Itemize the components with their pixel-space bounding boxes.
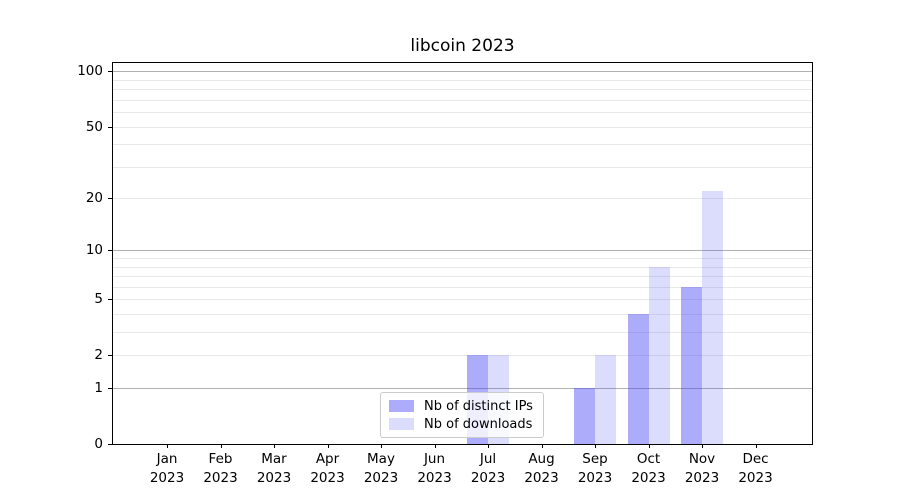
- gridline-minor: [113, 99, 812, 101]
- gridline-minor: [113, 266, 812, 268]
- gridline-minor: [113, 286, 812, 288]
- x-tick-mark: [274, 444, 275, 448]
- y-tick-label: 100: [77, 63, 103, 80]
- x-tick-mark: [595, 444, 596, 448]
- x-tick-label: Jun 2023: [417, 451, 452, 486]
- gridline-minor: [113, 314, 812, 316]
- bars-layer: [113, 63, 812, 444]
- y-tick-label: 5: [94, 291, 103, 308]
- x-tick-mark: [488, 444, 489, 448]
- x-tick-mark: [702, 444, 703, 448]
- legend-label-downloads: Nb of downloads: [424, 416, 533, 432]
- gridline-minor: [113, 258, 812, 260]
- gridline-minor: [113, 144, 812, 146]
- x-tick-label: Nov 2023: [684, 451, 720, 486]
- bar-distinct-ips-sep: [574, 388, 595, 444]
- x-tick-label: Mar 2023: [256, 451, 292, 486]
- legend-item-distinct-ips: Nb of distinct IPs: [389, 398, 535, 414]
- gridlines-layer: [113, 63, 812, 444]
- gridline-minor: [113, 112, 812, 114]
- legend-label-distinct-ips: Nb of distinct IPs: [424, 398, 533, 414]
- x-tick-mark: [755, 444, 757, 448]
- gridline-minor: [113, 355, 812, 357]
- y-tick-mark: [108, 198, 112, 200]
- gridline-minor: [113, 276, 812, 278]
- gridline-major: [113, 250, 812, 252]
- legend: Nb of distinct IPs Nb of downloads: [380, 392, 544, 438]
- gridline-minor: [113, 332, 812, 334]
- x-tick-mark: [381, 444, 382, 448]
- x-tick-label: May 2023: [363, 451, 399, 486]
- gridline-minor: [113, 166, 812, 168]
- bar-downloads-nov: [702, 190, 723, 444]
- x-tick-label: Aug 2023: [524, 451, 559, 486]
- x-tick-label: Feb 2023: [203, 451, 238, 486]
- y-tick-mark: [108, 388, 112, 390]
- y-tick-label: 20: [85, 190, 103, 207]
- y-tick-mark: [108, 71, 112, 73]
- x-tick-mark: [167, 444, 168, 448]
- y-tick-mark: [108, 250, 112, 252]
- y-tick-label: 0: [94, 436, 103, 452]
- legend-swatch-distinct-ips: [389, 400, 414, 412]
- y-tick-label: 50: [85, 118, 103, 135]
- x-tick-mark: [220, 444, 222, 448]
- bar-distinct-ips-oct: [627, 314, 649, 444]
- chart-title: libcoin 2023: [410, 36, 515, 56]
- legend-item-downloads: Nb of downloads: [389, 416, 535, 432]
- gridline-minor: [113, 89, 812, 91]
- x-tick-label: Jan 2023: [149, 451, 185, 486]
- bar-downloads-oct: [648, 266, 670, 444]
- y-tick-label: 1: [94, 380, 103, 397]
- y-tick-mark: [108, 444, 112, 445]
- bar-downloads-sep: [595, 355, 616, 444]
- y-tick-mark: [108, 299, 112, 301]
- y-tick-mark: [108, 126, 112, 128]
- gridline-minor: [113, 198, 812, 200]
- gridline-minor: [113, 299, 812, 301]
- x-tick-label: Dec 2023: [738, 451, 773, 486]
- x-tick-label: Oct 2023: [631, 451, 666, 486]
- y-tick-label: 2: [94, 347, 103, 364]
- x-tick-label: Jul 2023: [470, 451, 506, 486]
- plot-area: Nb of distinct IPs Nb of downloads: [112, 62, 813, 445]
- gridline-major: [113, 388, 812, 390]
- y-tick-mark: [108, 355, 112, 357]
- gridline-minor: [113, 79, 812, 81]
- legend-swatch-downloads: [389, 418, 414, 430]
- x-tick-mark: [327, 444, 329, 448]
- x-tick-mark: [434, 444, 436, 448]
- y-tick-label: 10: [85, 242, 103, 259]
- x-tick-label: Apr 2023: [310, 451, 345, 486]
- gridline-major: [113, 71, 812, 73]
- x-tick-mark: [648, 444, 650, 448]
- bar-distinct-ips-nov: [681, 286, 702, 444]
- gridline-minor: [113, 126, 812, 128]
- x-tick-mark: [541, 444, 543, 448]
- x-tick-label: Sep 2023: [577, 451, 613, 486]
